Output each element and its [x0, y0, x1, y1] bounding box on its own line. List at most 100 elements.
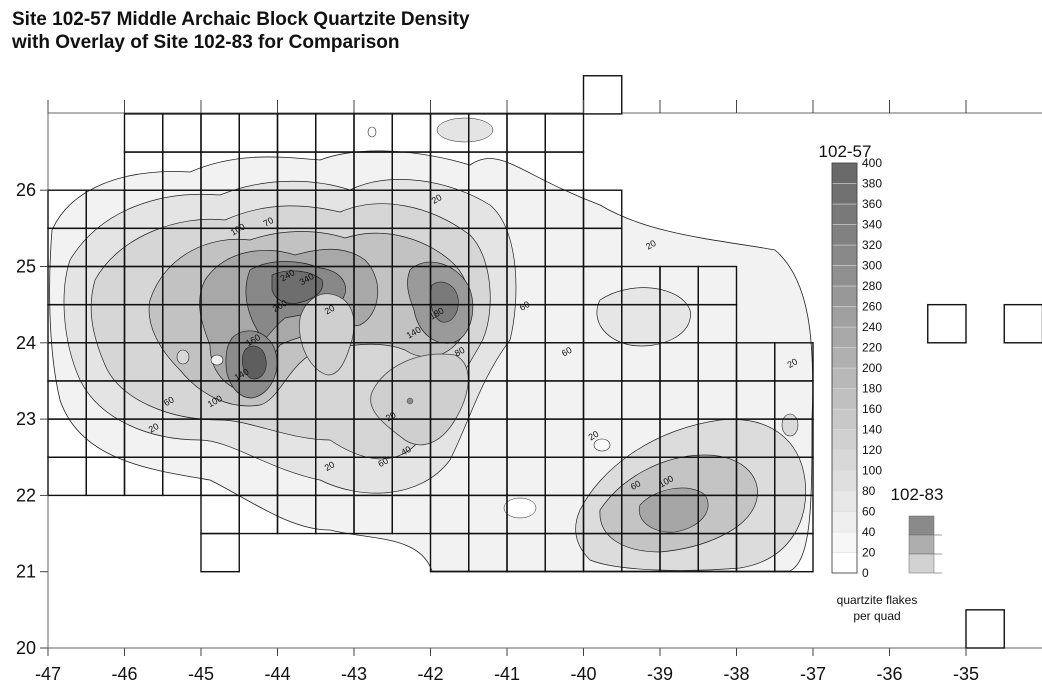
legend-swatch: [831, 511, 858, 533]
legend-swatch: [831, 183, 858, 205]
x-tick-label: -35: [953, 664, 979, 684]
x-tick-label: -44: [264, 664, 290, 684]
quad: [200, 494, 240, 535]
legend-overlay-swatch: [908, 553, 935, 574]
x-tick-label: -40: [570, 664, 596, 684]
contour-label: 60: [518, 299, 532, 313]
x-tick-label: -38: [723, 664, 749, 684]
legend-level-label: 400: [862, 156, 882, 170]
legend-level-label: 140: [862, 423, 882, 437]
legend-102-83: 102-83: [891, 485, 943, 574]
legend-level-label: 380: [862, 177, 882, 191]
legend-level-label: 0: [862, 566, 869, 580]
x-tick-label: -43: [341, 664, 367, 684]
excavation-quads: [47, 75, 1042, 649]
contour-label: 60: [162, 394, 176, 408]
contour-label: 20: [147, 421, 161, 435]
legend-level-label: 120: [862, 443, 882, 457]
y-tick-label: 20: [16, 638, 36, 658]
legend-swatch: [831, 367, 858, 389]
legend-overlay-swatch: [908, 534, 935, 555]
y-axis: 20 21 22 23 24 25 26: [16, 180, 48, 658]
chart-title-line-1: Site 102-57 Middle Archaic Block Quartzi…: [12, 9, 470, 30]
unit-note-line: per quad: [853, 609, 900, 623]
legend-swatch: [831, 326, 858, 348]
isolated-quad: [965, 609, 1005, 649]
contour-label: 20: [384, 410, 398, 424]
contour-hole-north-east: [436, 117, 494, 143]
contour-hole-west: [176, 349, 190, 365]
contour-label: 20: [323, 303, 337, 317]
legend-level-label: 60: [862, 505, 876, 519]
x-tick-label: -45: [188, 664, 214, 684]
contour-label: 20: [587, 429, 601, 443]
legend-swatch: [831, 244, 858, 266]
overlay-102-83-north: [298, 293, 355, 376]
isolated-quad: [582, 75, 623, 115]
legend-frame: [831, 162, 858, 574]
legend-level-label: 280: [862, 279, 882, 293]
legend-overlay-swatch: [908, 515, 935, 536]
quad: [315, 113, 355, 153]
overlay-102-83-south: [370, 353, 469, 446]
contour-east-blob: [596, 287, 691, 347]
x-tick-label: -41: [494, 664, 520, 684]
chart-title-line-2: with Overlay of Site 102-83 for Comparis…: [12, 32, 400, 53]
contour-label: 80: [453, 345, 467, 359]
legend-level-label: 320: [862, 238, 882, 252]
contour-hole-mid: [210, 354, 224, 366]
y-tick-label: 23: [16, 409, 36, 429]
contour-hole-far-east: [781, 413, 799, 437]
y-tick-label: 25: [16, 257, 36, 277]
contour-hole-south: [503, 497, 537, 519]
y-tick-label: 21: [16, 562, 36, 582]
chart-title: Site 102-57 Middle Archaic Block Quartzi…: [12, 8, 470, 54]
legend-swatch: [831, 162, 858, 184]
legend-level-label: 200: [862, 361, 882, 375]
quad: [85, 456, 126, 497]
legend-level-label: 80: [862, 484, 876, 498]
quad: [200, 113, 240, 153]
legend-level-label: 260: [862, 300, 882, 314]
legend-swatch: [831, 388, 858, 410]
legend-level-label: 300: [862, 259, 882, 273]
legend-level-label: 180: [862, 382, 882, 396]
legend-swatch: [831, 470, 858, 492]
contour-label: 20: [430, 192, 444, 206]
quad: [238, 113, 279, 153]
x-axis: -47 -46 -45 -44 -43 -42 -41 -40 -39 -38 -37 -36 -35: [35, 100, 979, 684]
overlay-102-83-peak: [406, 397, 414, 405]
contour-label: 60: [560, 345, 574, 359]
quad: [506, 113, 546, 153]
x-tick-label: -46: [111, 664, 137, 684]
legend-swatch: [831, 408, 858, 430]
contour-hole-east: [593, 438, 611, 452]
contour-hole-north: [367, 126, 377, 138]
legend-level-label: 160: [862, 402, 882, 416]
x-tick-label: -39: [647, 664, 673, 684]
legend-102-57: 102-57 0 20 40 60 80 100 120 140 160 180 200 220 240 2…: [819, 142, 883, 580]
legend-level-label: 220: [862, 341, 882, 355]
isolated-quad: [1003, 303, 1042, 344]
contour-labels: 2020202020202020606060606080100100100140…: [147, 192, 799, 492]
contour-peak-south-inner: [241, 345, 267, 380]
legend-swatch: [831, 224, 858, 246]
legend-level-label: 20: [862, 546, 876, 560]
contour-southeast-core: [638, 487, 709, 533]
quad: [276, 113, 317, 153]
quad: [774, 532, 814, 573]
contour-label: 70: [262, 215, 276, 229]
contour-label: 60: [629, 478, 643, 492]
contour-label: 40: [399, 444, 413, 458]
unit-note-line: quartzite flakes: [837, 593, 918, 607]
quad: [544, 113, 585, 153]
legend-swatch: [831, 552, 858, 574]
legend-swatch: [831, 265, 858, 287]
contour-label: 60: [376, 455, 390, 469]
isolated-quad: [927, 303, 967, 344]
quad: [200, 532, 240, 573]
legend-swatch: [831, 429, 858, 451]
quad: [391, 113, 432, 153]
contour-label: 20: [323, 459, 337, 473]
